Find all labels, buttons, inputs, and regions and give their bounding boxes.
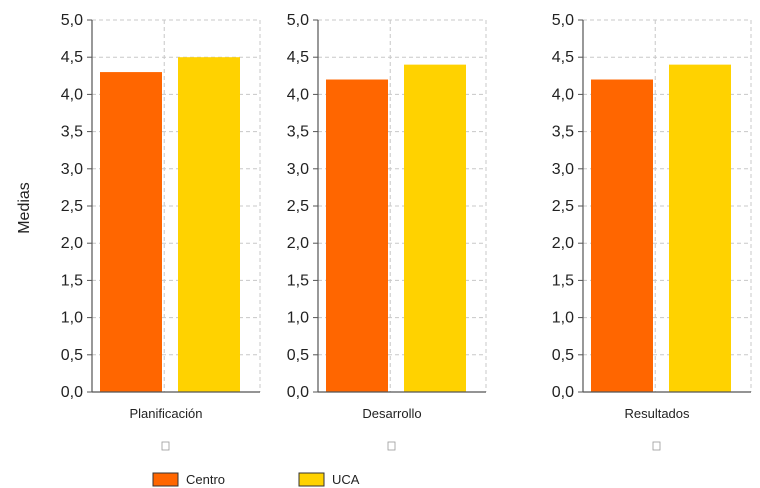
y-tick-label: 0,5 bbox=[552, 347, 574, 364]
y-tick-label: 0,5 bbox=[61, 347, 83, 364]
y-tick-label: 0,0 bbox=[61, 384, 83, 401]
y-tick-label: 1,5 bbox=[552, 272, 574, 289]
bar-uca-2 bbox=[669, 64, 731, 392]
legend-item-centro: Centro bbox=[152, 472, 225, 487]
y-tick-label: 1,5 bbox=[287, 272, 309, 289]
y-tick-label: 2,5 bbox=[287, 198, 309, 215]
y-tick-label: 1,0 bbox=[552, 310, 574, 327]
y-tick-label: 5,0 bbox=[287, 12, 309, 29]
category-label: Planificación bbox=[130, 406, 203, 421]
y-tick-label: 3,5 bbox=[552, 124, 574, 141]
legend-item-uca: UCA bbox=[298, 472, 360, 487]
y-tick-label: 1,0 bbox=[61, 310, 83, 327]
y-tick-label: 2,5 bbox=[552, 198, 574, 215]
y-tick-label: 5,0 bbox=[61, 12, 83, 29]
legend-swatch bbox=[298, 472, 325, 487]
y-tick-label: 2,0 bbox=[552, 235, 574, 252]
placeholder-box bbox=[387, 441, 396, 451]
placeholder-box bbox=[652, 441, 661, 451]
y-tick-label: 3,5 bbox=[61, 124, 83, 141]
bar-uca-0 bbox=[178, 57, 240, 392]
legend-swatch bbox=[152, 472, 179, 487]
y-tick-label: 4,5 bbox=[552, 49, 574, 66]
panel-0: 0,0 0,5 1,0 1,5 2,0 2,5 3,0 3,5 4,0 4,5 5,0 Planifi… bbox=[61, 12, 261, 451]
y-tick-label: 0,5 bbox=[287, 347, 309, 364]
y-tick-label: 1,5 bbox=[61, 272, 83, 289]
legend-label: UCA bbox=[332, 472, 360, 487]
y-tick-label: 4,5 bbox=[287, 49, 309, 66]
y-axis-title: Medias bbox=[16, 182, 33, 234]
y-tick-label: 4,0 bbox=[287, 86, 309, 103]
y-tick-label: 5,0 bbox=[552, 12, 574, 29]
category-label: Resultados bbox=[624, 406, 690, 421]
bar-centro-0 bbox=[100, 72, 162, 392]
y-tick-label: 4,0 bbox=[552, 86, 574, 103]
bar-centro-1 bbox=[326, 79, 388, 393]
y-tick-label: 0,0 bbox=[287, 384, 309, 401]
y-tick-label: 2,5 bbox=[61, 198, 83, 215]
y-tick-label: 3,5 bbox=[287, 124, 309, 141]
y-tick-label: 0,0 bbox=[552, 384, 574, 401]
panel-2: 0,0 0,5 1,0 1,5 2,0 2,5 3,0 3,5 4,0 4,5 5,0 Resulta… bbox=[552, 12, 752, 451]
y-tick-label: 2,0 bbox=[287, 235, 309, 252]
legend-label: Centro bbox=[186, 472, 225, 487]
y-tick-label: 3,0 bbox=[552, 161, 574, 178]
y-tick-label: 3,0 bbox=[287, 161, 309, 178]
bar-uca-1 bbox=[404, 64, 466, 392]
y-tick-label: 4,0 bbox=[61, 86, 83, 103]
legend: Centro UCA bbox=[152, 472, 360, 487]
chart-panels: 0,0 0,5 1,0 1,5 2,0 2,5 3,0 3,5 4,0 4,5 5,0 Planifi… bbox=[61, 12, 752, 451]
placeholder-box bbox=[161, 441, 170, 451]
y-tick-label: 1,0 bbox=[287, 310, 309, 327]
category-label: Desarrollo bbox=[362, 406, 421, 421]
bar-centro-2 bbox=[591, 79, 653, 393]
y-tick-label: 3,0 bbox=[61, 161, 83, 178]
panel-1: 0,0 0,5 1,0 1,5 2,0 2,5 3,0 3,5 4,0 4,5 5,0 Desarro… bbox=[287, 12, 487, 451]
y-tick-label: 4,5 bbox=[61, 49, 83, 66]
y-tick-label: 2,0 bbox=[61, 235, 83, 252]
